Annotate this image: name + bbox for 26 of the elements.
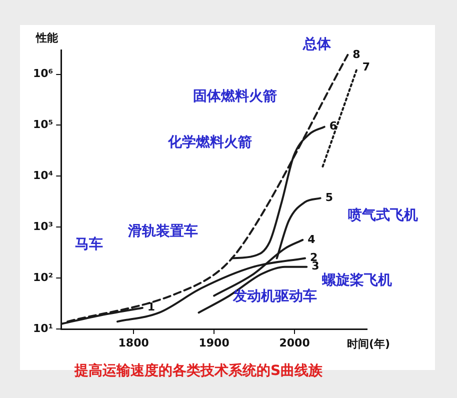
annotation: 发动机驱动车 (232, 288, 317, 305)
series-label: 5 (325, 191, 333, 204)
x-tick-label: 1800 (118, 336, 150, 350)
series-label: 6 (329, 120, 338, 133)
y-tick-label: 10³ (32, 220, 54, 233)
annotation: 喷气式飞机 (348, 208, 418, 224)
y-tick-label: 10² (32, 270, 54, 284)
series-label: 8 (352, 48, 360, 61)
x-tick-label: 1900 (198, 336, 230, 350)
annotation: 固体燃料火箭 (193, 88, 277, 105)
x-axis-title: 时间(年) (347, 337, 390, 350)
y-tick-label: 10⁴ (32, 169, 54, 182)
series-label: 4 (308, 232, 316, 246)
series-label: 1 (147, 300, 156, 314)
annotation: 马车 (75, 236, 103, 253)
x-tick-label: 2000 (279, 336, 310, 350)
y-tick-label: 10⁶ (32, 67, 54, 80)
series-label: 7 (362, 60, 370, 74)
annotation: 化学燃料火箭 (167, 134, 252, 151)
text: 提高运输速度的各类技术系统的S曲线族 (73, 362, 324, 380)
annotation: 总体 (302, 36, 332, 53)
annotation: 滑轨装置车 (127, 222, 198, 240)
annotation: 螺旋桨飞机 (321, 272, 392, 289)
y-tick-label: 10¹ (32, 322, 54, 335)
y-tick-label: 10⁵ (32, 118, 54, 132)
y-axis-title: 性能 (35, 31, 60, 44)
